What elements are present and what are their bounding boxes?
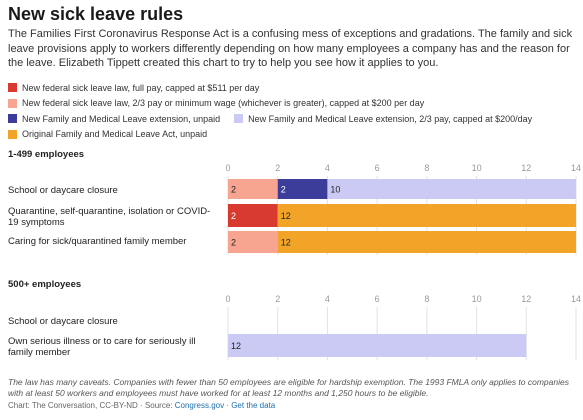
legend-swatch [234,114,244,124]
tick-label: 0 [225,163,230,173]
group-title-500-plus: 500+ employees [8,279,82,290]
tick-label: 8 [424,163,429,173]
category-label: Quarantine, self-quarantine, isolation o… [8,206,211,228]
legend-swatch [8,114,17,124]
category-label: School or daycare closure [8,316,118,327]
get-data-link[interactable]: Get the data [231,401,276,410]
legend-row-4: Original Family and Medical Leave Act, u… [8,127,578,143]
legend-row-2: New federal sick leave law, 2/3 pay or m… [8,96,578,112]
tick-label: 2 [275,163,280,173]
legend-item-original-fmla: Original Family and Medical Leave Act, u… [8,129,207,139]
source-prefix: Chart: The Conversation, CC-BY-ND · Sour… [8,401,175,410]
tick-label: 14 [571,163,581,173]
bar-segment [277,231,576,253]
tick-label: 12 [521,163,531,173]
legend-label: New federal sick leave law, full pay, ca… [22,82,260,93]
bar-segment [277,204,576,227]
bar-value-label: 10 [330,185,340,195]
bar-value-label: 2 [281,185,286,195]
bar-value-label: 2 [231,185,236,195]
tick-label: 4 [325,294,330,304]
source-line: Chart: The Conversation, CC-BY-ND · Sour… [8,401,275,410]
legend-item-fmla-paid: New Family and Medical Leave extension, … [234,114,532,124]
category-label: Caring for sick/quarantined family membe… [8,236,187,247]
bar-segment [228,334,527,357]
tick-label: 2 [275,294,280,304]
group-title-1-499: 1-499 employees [8,149,85,160]
legend-item-full-pay: New federal sick leave law, full pay, ca… [8,83,259,93]
source-link[interactable]: Congress.gov [174,401,225,410]
tick-label: 4 [325,163,330,173]
bar-value-label: 2 [231,238,236,248]
category-label: School or daycare closure [8,185,118,196]
bar-value-label: 2 [231,211,236,221]
legend-label: Original Family and Medical Leave Act, u… [22,129,208,140]
legend-label: New Family and Medical Leave extension, … [248,113,533,124]
legend-label: New federal sick leave law, 2/3 pay or m… [22,98,425,109]
tick-label: 10 [472,163,482,173]
legend-label: New Family and Medical Leave extension, … [22,113,221,124]
legend-swatch [8,83,17,93]
legend: New federal sick leave law, full pay, ca… [8,80,578,142]
legend-item-fmla-unpaid: New Family and Medical Leave extension, … [8,114,220,124]
bar-segment [228,231,278,253]
tick-label: 14 [571,294,581,304]
bar-segment [228,204,278,227]
bar-segment [228,179,278,199]
source-separator: · [224,401,232,410]
bar-segment [277,179,328,199]
legend-swatch [8,129,17,139]
legend-row-1: New federal sick leave law, full pay, ca… [8,80,578,96]
legend-row-3: New Family and Medical Leave extension, … [8,111,578,127]
tick-label: 12 [521,294,531,304]
footnote: The law has many caveats. Companies with… [8,377,569,398]
chart-title: New sick leave rules [8,4,184,24]
bar-value-label: 12 [281,211,291,221]
tick-label: 0 [225,294,230,304]
legend-swatch [8,98,17,108]
chart-subtitle: The Families First Coronavirus Response … [8,28,573,69]
tick-label: 6 [375,163,380,173]
tick-label: 10 [472,294,482,304]
category-label: Own serious illness or to care for serio… [8,336,196,358]
bar-value-label: 12 [281,238,291,248]
tick-label: 6 [375,294,380,304]
legend-item-two-thirds-pay: New federal sick leave law, 2/3 pay or m… [8,98,424,108]
bar-value-label: 12 [231,341,241,351]
bar-segment [327,179,576,199]
tick-label: 8 [424,294,429,304]
